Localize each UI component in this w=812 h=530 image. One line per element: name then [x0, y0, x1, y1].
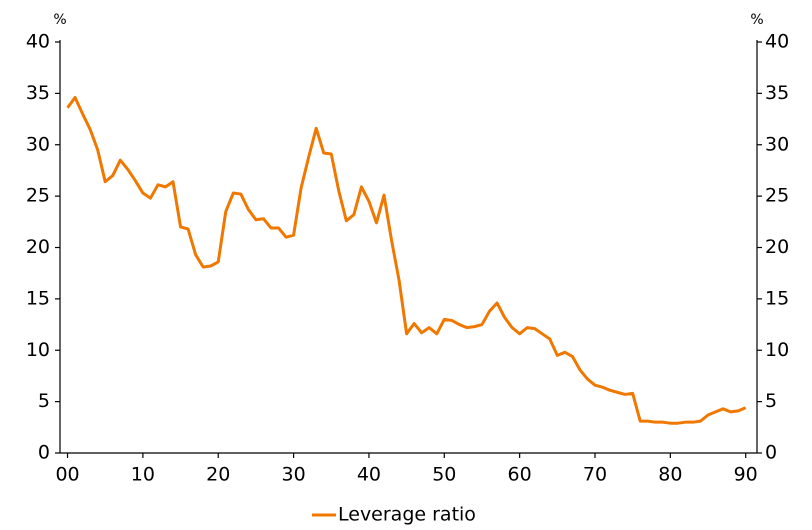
- y-tick-label: 35: [26, 82, 50, 104]
- x-tick-label: 20: [206, 464, 230, 486]
- data-line: [66, 95, 747, 425]
- x-tick-label: 80: [658, 464, 682, 486]
- x-tick-label: 30: [281, 464, 305, 486]
- y-tick-label: 20: [26, 236, 50, 258]
- y2-tick-label: 40: [765, 31, 789, 53]
- y-tick-label: 15: [26, 287, 50, 309]
- y-tick-label: 5: [38, 390, 50, 412]
- x-tick-label: 70: [583, 464, 607, 486]
- y-tick-label: 40: [26, 31, 50, 53]
- legend-label: Leverage ratio: [338, 504, 476, 526]
- y2-tick-label: 5: [765, 390, 777, 412]
- y2-tick-label: 15: [765, 287, 789, 309]
- y-tick-label: 0: [38, 442, 50, 464]
- y2-tick-label: 20: [765, 236, 789, 258]
- y2-axis-unit: %: [750, 12, 763, 28]
- y-tick-label: 10: [26, 339, 50, 361]
- x-tick-label: 00: [55, 464, 79, 486]
- x-tick-label: 90: [734, 464, 758, 486]
- y2-tick-label: 25: [765, 185, 789, 207]
- x-tick-label: 60: [508, 464, 532, 486]
- y2-tick-label: 35: [765, 82, 789, 104]
- x-tick-label: 40: [357, 464, 381, 486]
- y-tick-label: 30: [26, 133, 50, 155]
- y2-tick-label: 0: [765, 442, 777, 464]
- y-axis-unit: %: [53, 12, 66, 28]
- y2-tick-label: 10: [765, 339, 789, 361]
- y2-tick-label: 30: [765, 133, 789, 155]
- y-tick-label: 25: [26, 185, 50, 207]
- x-tick-label: 10: [131, 464, 155, 486]
- x-tick-label: 50: [432, 464, 456, 486]
